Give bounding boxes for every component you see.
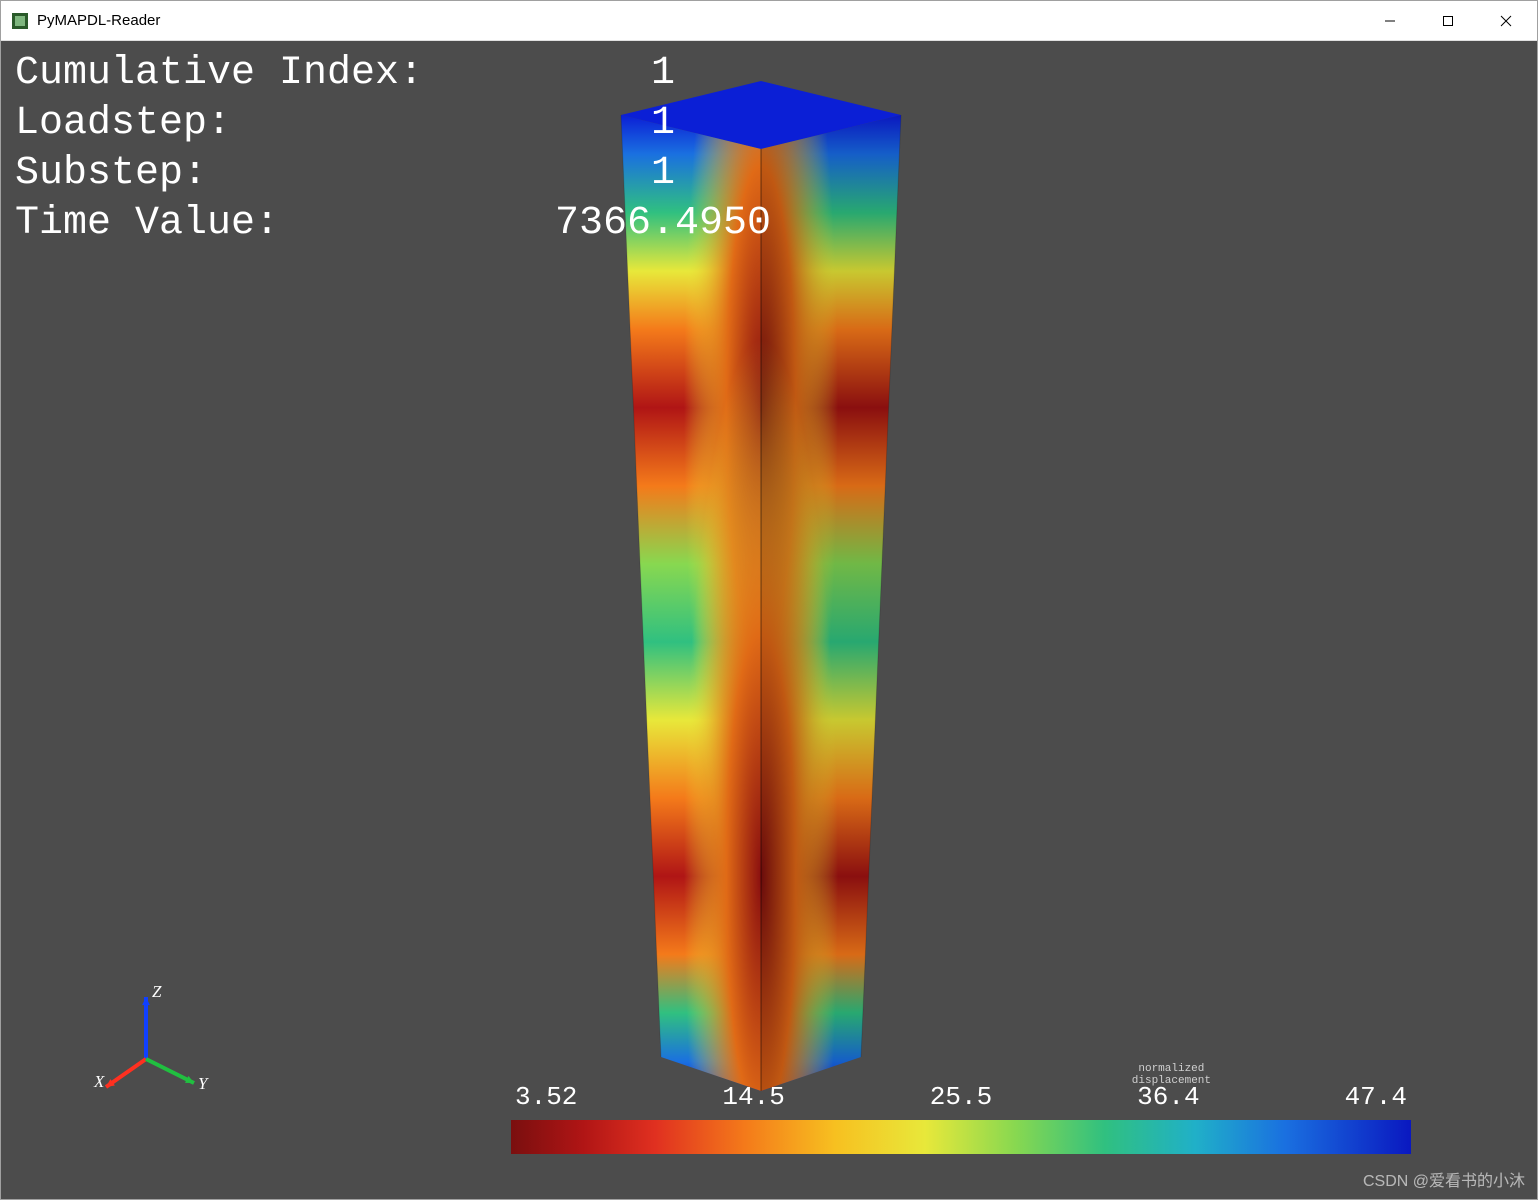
render-viewport[interactable]: Cumulative Index: 1Loadstep: 1Substep: 1… bbox=[1, 41, 1537, 1199]
overlay-label: Substep: bbox=[15, 149, 555, 199]
colorbar-title: normalizeddisplacement bbox=[1132, 1064, 1211, 1087]
overlay-value: 7366.4950 bbox=[555, 199, 771, 249]
close-button[interactable] bbox=[1477, 2, 1535, 40]
overlay-label: Time Value: bbox=[15, 199, 555, 249]
axis-triad: Z X Y bbox=[91, 974, 231, 1119]
window-title: PyMAPDL-Reader bbox=[37, 12, 160, 29]
info-overlay: Cumulative Index: 1Loadstep: 1Substep: 1… bbox=[15, 49, 771, 249]
titlebar[interactable]: PyMAPDL-Reader bbox=[1, 1, 1537, 41]
overlay-label: Cumulative Index: bbox=[15, 49, 555, 99]
colorbar-tick: 25.5 bbox=[930, 1082, 992, 1112]
colorbar-gradient bbox=[511, 1120, 1411, 1154]
colorbar-tick: 47.4 bbox=[1345, 1082, 1407, 1112]
colorbar-tick: 14.5 bbox=[722, 1082, 784, 1112]
svg-text:X: X bbox=[93, 1072, 105, 1091]
svg-text:Y: Y bbox=[198, 1074, 209, 1093]
minimize-button[interactable] bbox=[1361, 2, 1419, 40]
app-window: PyMAPDL-Reader bbox=[0, 0, 1538, 1200]
overlay-value: 1 bbox=[555, 99, 675, 149]
overlay-value: 1 bbox=[555, 49, 675, 99]
colorbar-tick: 3.52 bbox=[515, 1082, 577, 1112]
overlay-label: Loadstep: bbox=[15, 99, 555, 149]
colorbar-ticks: 3.5214.525.536.447.4 bbox=[511, 1082, 1411, 1120]
watermark: CSDN @爱看书的小沐 bbox=[1363, 1167, 1525, 1191]
colorbar: normalizeddisplacement 3.5214.525.536.44… bbox=[511, 1082, 1411, 1154]
app-icon bbox=[11, 12, 29, 30]
svg-text:Z: Z bbox=[152, 982, 162, 1001]
maximize-button[interactable] bbox=[1419, 2, 1477, 40]
overlay-value: 1 bbox=[555, 149, 675, 199]
